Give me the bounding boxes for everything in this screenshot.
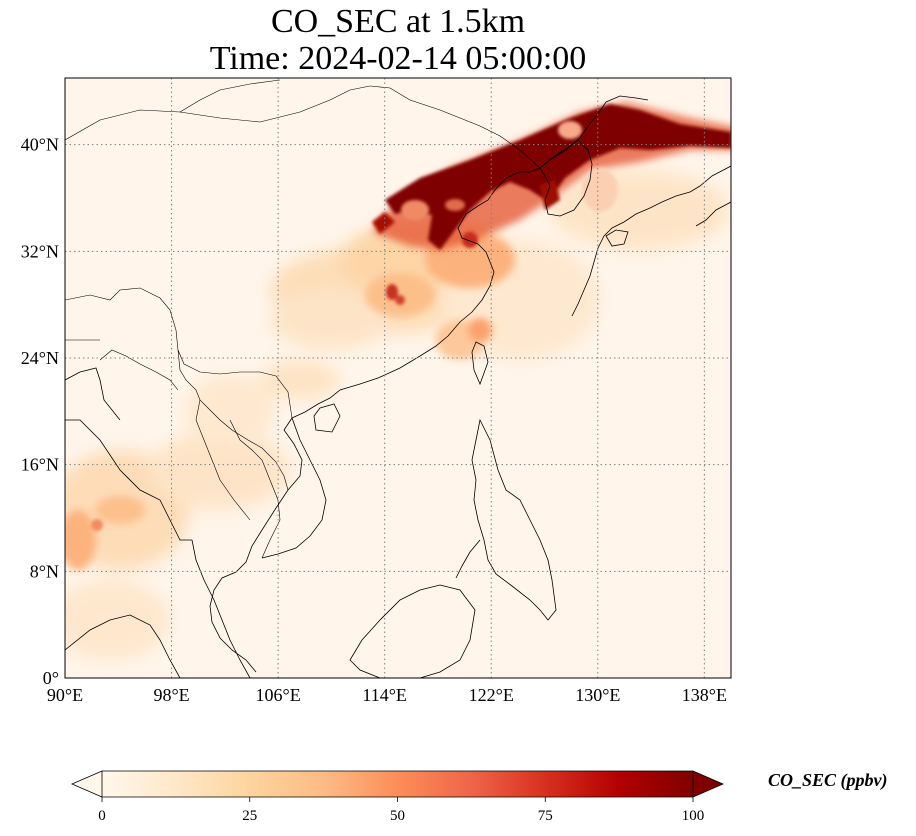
colorbar-extend-max <box>692 770 725 798</box>
lat-tick-label: 32°N <box>21 241 59 261</box>
colorbar-label: CO_SEC (ppbv) <box>768 770 888 790</box>
map-subtitle-time: Time: 2024-02-14 05:00:00 <box>209 40 587 77</box>
coastlines <box>65 95 731 678</box>
colorbar-tick-label: 50 <box>390 808 405 824</box>
map-frame <box>64 77 732 679</box>
lon-tick-label: 130°E <box>575 685 620 705</box>
lat-tick-label: 8°N <box>30 561 59 581</box>
colorbar-tick-label: 0 <box>98 808 106 824</box>
lon-tick-label: 98°E <box>153 685 189 705</box>
colorbar-tick-label: 25 <box>242 808 257 824</box>
map-title: CO_SEC at 1.5km <box>270 3 526 40</box>
colorbar: 0 25 50 75 100 <box>70 770 725 824</box>
lat-tick-label: 24°N <box>21 348 59 368</box>
colorbar-gradient <box>102 771 693 797</box>
lat-tick-label: 0° <box>43 668 59 688</box>
lat-tick-label: 16°N <box>21 455 59 475</box>
gridlines <box>65 78 731 678</box>
lon-tick-label: 90°E <box>47 685 83 705</box>
latitude-tick-labels: 0° 8°N 16°N 24°N 32°N 40°N <box>21 135 59 688</box>
map-panel <box>65 78 731 678</box>
lon-tick-label: 114°E <box>362 685 407 705</box>
country-borders <box>65 79 541 559</box>
colorbar-tick-label: 75 <box>538 808 553 824</box>
lon-tick-label: 138°E <box>682 685 727 705</box>
concentration-field <box>65 102 731 660</box>
colorbar-extend-min <box>70 770 103 798</box>
colorbar-tick-label: 100 <box>682 808 705 824</box>
longitude-tick-labels: 90°E 98°E 106°E 114°E 122°E 130°E 138°E <box>47 685 727 705</box>
lon-tick-label: 106°E <box>256 685 301 705</box>
lon-tick-label: 122°E <box>469 685 514 705</box>
lat-tick-label: 40°N <box>21 135 59 155</box>
